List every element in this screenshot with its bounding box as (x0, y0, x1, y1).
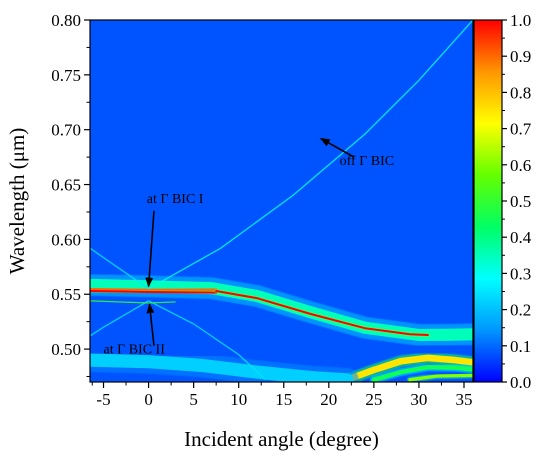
y-tick-label-6: 0.80 (51, 11, 81, 30)
band-3 (215, 290, 429, 336)
y-tick-label-4: 0.70 (51, 121, 81, 140)
colorbar-tick-label-4: 0.4 (510, 228, 532, 247)
colorbar-tick-label-10: 1.0 (510, 11, 531, 30)
y-tick-label-1: 0.55 (51, 285, 81, 304)
annotation-arrow-1 (146, 303, 155, 346)
colorbar-axis: 0.0 0.1 0.2 0.3 0.4 0.5 0.6 0.7 0.8 0.9 1.0 (502, 11, 532, 392)
x-tick-label-7: 30 (410, 390, 427, 409)
x-tick-label-1: 0 (144, 390, 153, 409)
annotation-label-1: at Γ BIC II (104, 342, 166, 357)
colorbar-tick-label-2: 0.2 (510, 301, 531, 320)
band-5 (371, 365, 473, 382)
mode-line-3 (90, 300, 149, 337)
mode-line-4 (90, 300, 176, 304)
x-axis: -5 0 5 10 15 20 25 30 35 (91, 382, 472, 409)
x-tick-label-8: 35 (455, 390, 472, 409)
y-tick-label-0: 0.50 (51, 340, 81, 359)
colorbar-tick-label-0: 0.0 (510, 373, 531, 392)
colorbar-tick-label-9: 0.9 (510, 47, 531, 66)
band-7 (90, 353, 354, 382)
mode-line-1 (90, 247, 149, 290)
colorbar-tick-label-7: 0.7 (510, 120, 532, 139)
annotation-arrow-0 (145, 210, 155, 288)
annotation-label-0: at Γ BIC I (147, 192, 204, 207)
y-axis-title: Wavelength (μm) (5, 128, 29, 275)
heatmap-layer (90, 20, 473, 382)
band-6 (408, 373, 473, 382)
y-tick-label-5: 0.75 (51, 66, 81, 85)
y-tick-label-3: 0.65 (51, 176, 81, 195)
colorbar-tick-label-6: 0.6 (510, 156, 531, 175)
plot-frame (89, 19, 474, 383)
band-2 (90, 290, 218, 294)
x-tick-label-5: 20 (320, 390, 337, 409)
x-tick-label-3: 10 (230, 390, 247, 409)
annotation-arrow-2 (319, 137, 355, 158)
colorbar (473, 19, 503, 383)
colorbar-tick-label-1: 0.1 (510, 337, 531, 356)
heatmap-background (90, 20, 473, 382)
annotations: at Γ BIC I at Γ BIC II off Γ BIC (104, 137, 395, 357)
band-4 (343, 354, 473, 382)
mode-line-0 (148, 20, 473, 290)
x-tick-label-6: 25 (365, 390, 382, 409)
x-tick-label-4: 15 (275, 390, 292, 409)
y-tick-label-2: 0.60 (51, 230, 81, 249)
x-tick-label-0: -5 (96, 390, 110, 409)
colorbar-tick-label-5: 0.5 (510, 192, 531, 211)
x-axis-title: Incident angle (degree) (184, 427, 379, 451)
y-axis: 0.50 0.55 0.60 0.65 0.70 0.75 0.80 (51, 11, 90, 378)
colorbar-tick-label-8: 0.8 (510, 83, 531, 102)
annotation-label-2: off Γ BIC (340, 154, 395, 169)
x-tick-label-2: 5 (189, 390, 198, 409)
mode-line-2 (148, 300, 267, 381)
colorbar-tick-label-3: 0.3 (510, 264, 531, 283)
